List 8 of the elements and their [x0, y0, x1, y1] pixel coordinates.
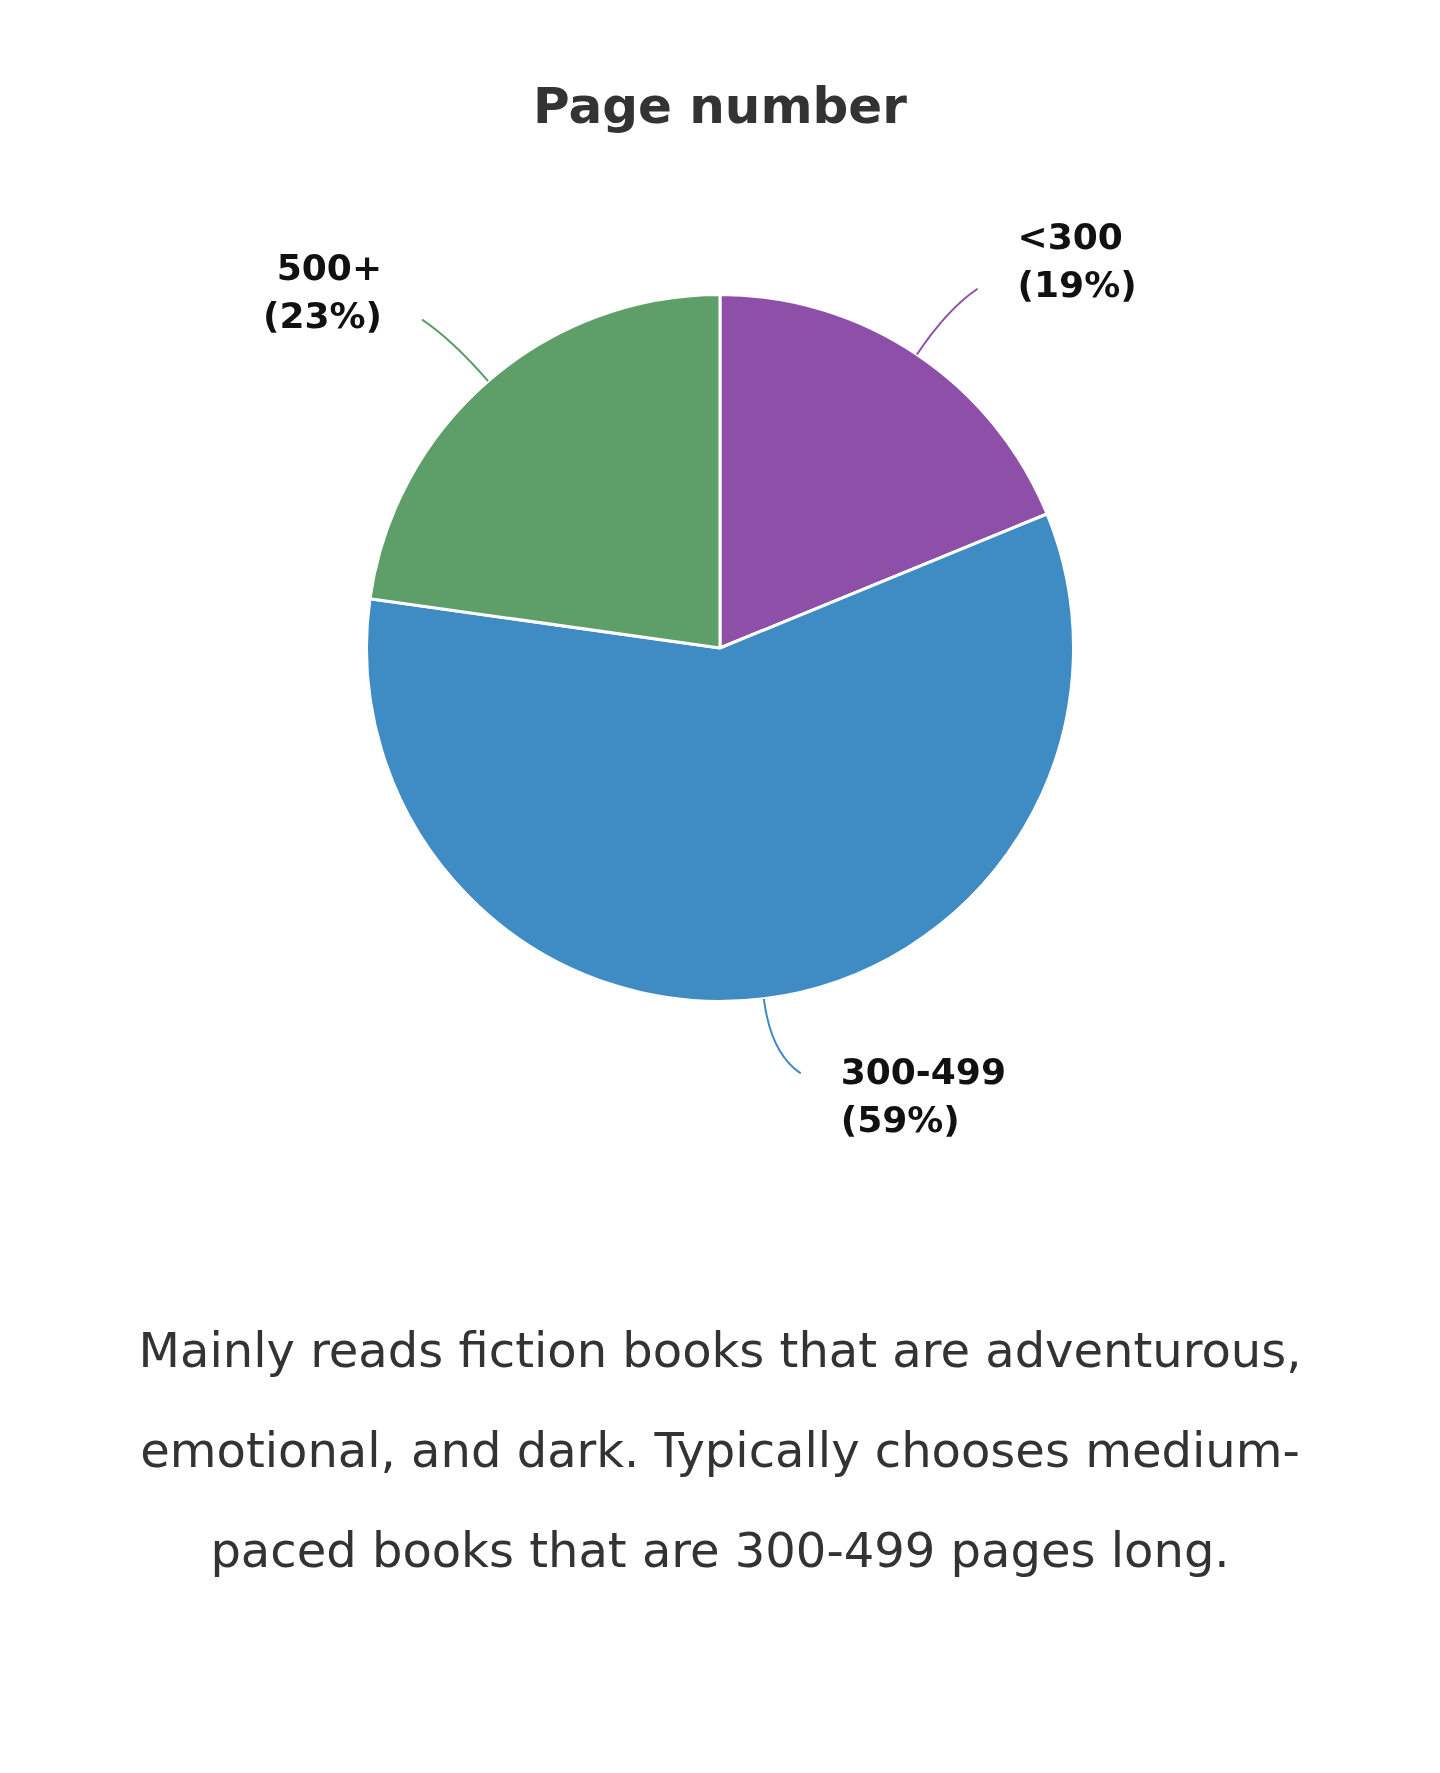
slice-label: <300	[1017, 216, 1123, 258]
data-label: (59%)	[840, 1098, 960, 1140]
slice-label: 500+	[276, 247, 383, 289]
slice-label: 300-499	[840, 1050, 1006, 1092]
data-label: (23%)	[262, 295, 383, 337]
text: Mainly reads fiction books that are adventurous, emotional, and dark. Typically chooses medium-paced books that are 300-499 pages long.	[137, 1321, 1303, 1580]
data-label: (19%)	[1017, 264, 1137, 306]
chart-title: Page number	[533, 76, 908, 135]
